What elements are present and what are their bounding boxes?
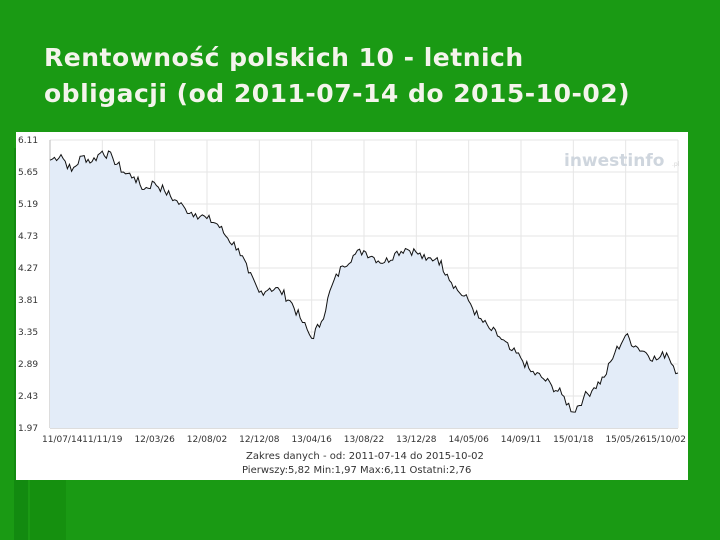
watermark-logo: inwestinfo .pl [564, 151, 680, 171]
slide-title-line1: Rentowność polskich 10 - letnich [44, 43, 524, 72]
x-tick-label: 13/04/16 [291, 435, 332, 445]
yield-chart: 6.11 5.65 5.19 4.73 4.27 3.81 3.35 2.89 2.43 1.97… [18, 136, 686, 476]
y-tick-label: 3.81 [18, 296, 38, 306]
x-tick-label: 15/10/02 [646, 435, 686, 445]
slide-title: Rentowność polskich 10 - letnich obligac… [44, 40, 704, 112]
x-tick-label: 11/11/19 [82, 435, 123, 445]
x-tick-label: 14/05/06 [448, 435, 489, 445]
y-tick-label: 1.97 [18, 424, 38, 434]
data-range-info: Zakres danych - od: 2011-07-14 do 2015-1… [246, 451, 484, 462]
y-tick-label: 4.73 [18, 232, 38, 242]
x-tick-label: 11/07/14 [42, 435, 83, 445]
x-tick-label: 13/08/22 [344, 435, 384, 445]
y-tick-label: 2.89 [18, 360, 38, 370]
chart-panel: 6.11 5.65 5.19 4.73 4.27 3.81 3.35 2.89 2.43 1.97… [16, 132, 688, 480]
y-tick-label: 6.11 [18, 136, 38, 146]
x-tick-label: 15/05/26 [605, 435, 646, 445]
slide-title-line2: obligacji (od 2011-07-14 do 2015-10-02) [44, 79, 631, 108]
y-tick-label: 5.19 [18, 200, 38, 210]
y-tick-label: 4.27 [18, 264, 38, 274]
decorative-bar-bottom [30, 480, 66, 540]
x-tick-label: 12/08/02 [187, 435, 227, 445]
x-tick-label: 12/12/08 [239, 435, 280, 445]
y-tick-label: 3.35 [18, 328, 38, 338]
x-tick-label: 15/01/18 [553, 435, 594, 445]
watermark-suffix: .pl [672, 161, 680, 168]
x-tick-label: 14/09/11 [501, 435, 541, 445]
watermark-text: inwestinfo [564, 151, 664, 171]
summary-stats: Pierwszy:5,82 Min:1,97 Max:6,11 Ostatni:… [242, 465, 471, 476]
y-tick-label: 5.65 [18, 168, 38, 178]
x-tick-label: 12/03/26 [134, 435, 175, 445]
yield-series-line [49, 150, 679, 413]
x-tick-label: 13/12/28 [396, 435, 437, 445]
y-tick-label: 2.43 [18, 392, 38, 402]
x-axis-ticks: 11/07/14 11/11/19 12/03/26 12/08/02 12/12/08… [42, 435, 686, 445]
y-axis-ticks: 6.11 5.65 5.19 4.73 4.27 3.81 3.35 2.89 2.43 1.97 [18, 136, 38, 434]
